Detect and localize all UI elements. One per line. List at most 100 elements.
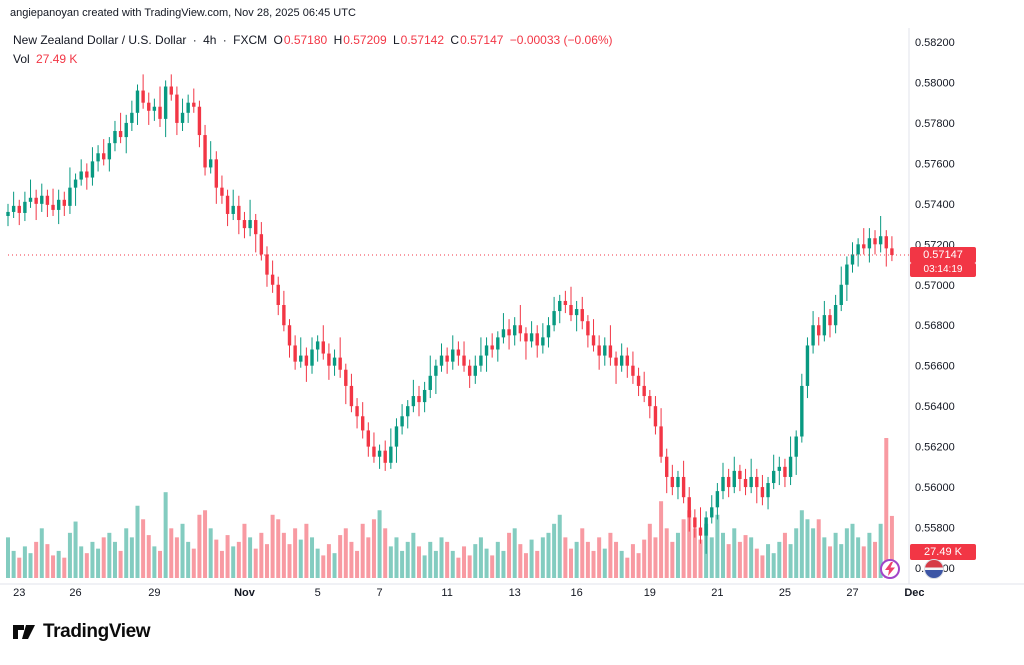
volume-bar [827, 546, 832, 578]
volume-bar [51, 555, 56, 578]
interval-label[interactable]: 4h [203, 33, 217, 47]
time-tick-label: 29 [148, 587, 160, 599]
candle-body [456, 349, 461, 356]
volume-bar [580, 528, 585, 578]
candle-body [771, 470, 776, 484]
candle-body [473, 365, 477, 376]
volume-bar [383, 528, 388, 578]
candle-body [287, 325, 292, 346]
lightning-bolt-icon [885, 562, 895, 576]
open-label: O [273, 33, 283, 47]
flag-icon[interactable] [924, 559, 944, 579]
volume-bar [310, 537, 315, 578]
candle-body [11, 205, 16, 212]
candle-body [17, 205, 21, 213]
candle-body [490, 345, 494, 350]
candle-body [270, 274, 275, 285]
candle-body [800, 385, 804, 437]
volume-bar [259, 532, 264, 578]
volume-bar [484, 548, 489, 578]
volume-bar [732, 528, 737, 578]
candle-body [569, 305, 573, 316]
volume-bar [118, 550, 123, 578]
volume-bar [715, 514, 720, 578]
candle-body [687, 497, 691, 518]
candle-body [315, 341, 320, 350]
candle-body [788, 456, 793, 477]
volume-bar [326, 544, 331, 578]
time-tick-label: 23 [13, 587, 25, 599]
volume-bar [822, 537, 827, 578]
candle-body [574, 309, 579, 316]
price-scale[interactable] [909, 28, 1024, 584]
candle-body [710, 507, 714, 518]
candle-body [327, 353, 331, 366]
candle-body [783, 466, 787, 477]
volume-bar [281, 532, 286, 578]
candle-body [591, 335, 596, 346]
volume-bar [512, 528, 517, 578]
candle-body [614, 357, 618, 366]
volume-bar [169, 528, 174, 578]
candle-body [665, 456, 669, 477]
candle-body [406, 406, 410, 417]
volume-bar [681, 519, 686, 578]
volume-bar [889, 515, 894, 578]
volume-bar [394, 537, 399, 578]
volume-bar [225, 535, 230, 578]
candle-body [850, 254, 855, 265]
volume-bar [664, 528, 669, 578]
volume-bar [253, 548, 258, 578]
time-tick-label: Dec [904, 587, 924, 599]
candle-body [276, 284, 280, 305]
candle-body [862, 244, 866, 249]
volume-bar [287, 544, 292, 578]
volume-bar [39, 528, 44, 578]
symbol-title[interactable]: New Zealand Dollar / U.S. Dollar [13, 33, 187, 47]
volume-bar [67, 532, 72, 578]
last-volume-badge: 27.49 K [910, 544, 976, 560]
volume-bar [349, 541, 354, 578]
time-tick-label: 16 [571, 587, 583, 599]
volume-bar [186, 541, 191, 578]
candle-body [867, 238, 872, 249]
candle-body [304, 355, 309, 366]
volume-bar [630, 544, 635, 578]
exchange-label: FXCM [233, 33, 268, 47]
candle-body [417, 396, 421, 403]
candle-body [152, 106, 157, 111]
lightning-icon[interactable] [880, 559, 900, 579]
candle-body [467, 365, 472, 376]
price-tick-label: 0.57400 [915, 199, 955, 211]
candle-body [40, 195, 44, 204]
volume-bar [501, 550, 506, 578]
tradingview-mark-icon [13, 625, 35, 639]
candle-body [186, 102, 190, 113]
volume-bar [692, 528, 697, 578]
volume-bar [839, 544, 844, 578]
volume-bar [782, 532, 787, 578]
volume-bar [158, 550, 163, 578]
volume-bar [28, 553, 33, 578]
volume-bar [805, 519, 810, 578]
volume-bar [878, 523, 883, 578]
candle-body [828, 315, 832, 326]
volume-bar [653, 537, 658, 578]
candle-body [507, 329, 511, 336]
candle-body [197, 106, 202, 136]
candle-body [299, 355, 303, 362]
candle-body [794, 436, 798, 457]
tradingview-logo[interactable]: TradingView [12, 621, 151, 643]
volume-bar [495, 541, 500, 578]
price-chart[interactable]: 0.58200 0.58000 0.57800 0.57600 0.57400 0.572… [0, 0, 1024, 612]
candle-body [366, 430, 371, 447]
volume-bar [411, 532, 416, 578]
volume-bar [873, 541, 878, 578]
high-label: H [333, 33, 343, 47]
candle-body [147, 102, 151, 111]
candle-body [817, 325, 821, 336]
candle-body [890, 248, 894, 256]
volume-bar [569, 548, 573, 578]
time-scale[interactable] [0, 584, 1024, 610]
candle-body [23, 201, 27, 213]
